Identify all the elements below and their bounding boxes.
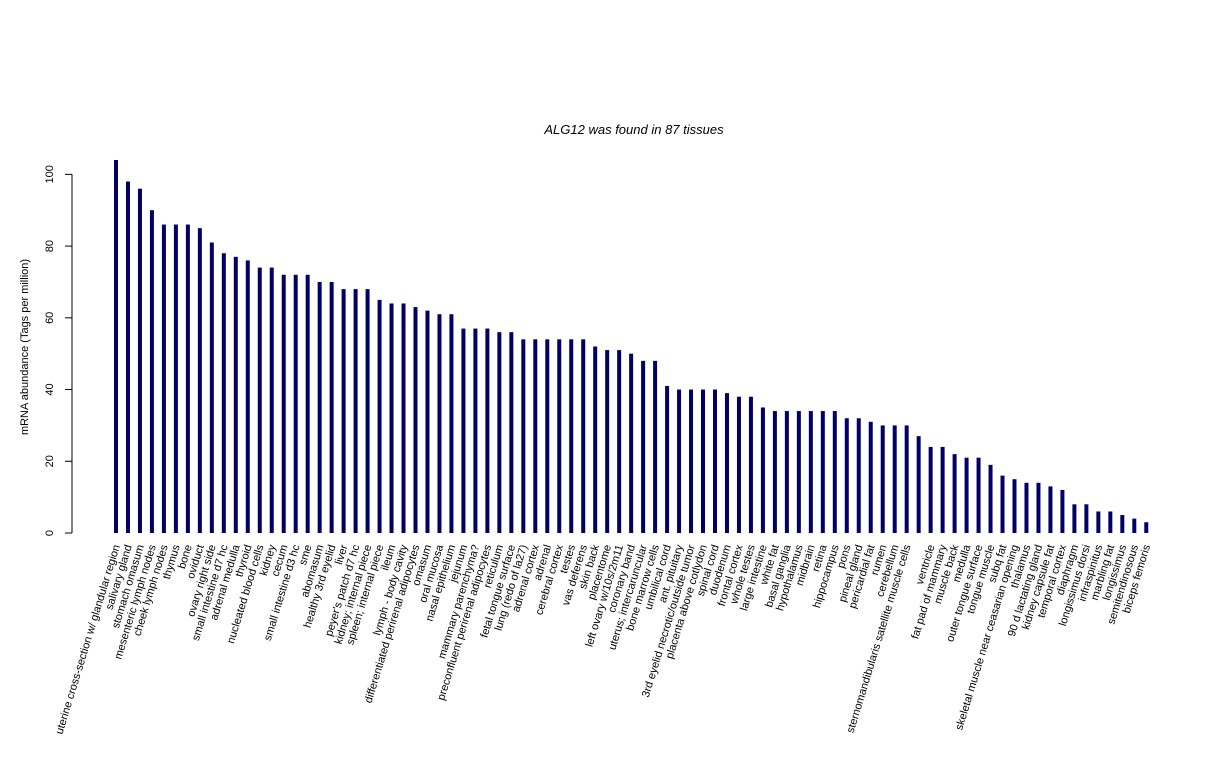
bar xyxy=(1144,522,1149,533)
bar xyxy=(928,446,933,533)
bar xyxy=(772,411,777,533)
bar xyxy=(353,289,358,533)
bar xyxy=(856,418,861,533)
bar xyxy=(365,289,370,533)
bar xyxy=(916,436,921,533)
bar xyxy=(173,224,178,534)
bar xyxy=(1072,504,1077,533)
bar xyxy=(545,339,550,533)
y-tick-label: 80 xyxy=(44,240,56,252)
bar xyxy=(1000,475,1005,533)
bar xyxy=(269,267,274,533)
bar xyxy=(784,411,789,533)
bar xyxy=(413,307,418,533)
bar xyxy=(605,350,610,533)
bar xyxy=(209,242,214,533)
bar xyxy=(137,188,142,533)
bar xyxy=(724,393,729,533)
bar xyxy=(952,454,957,533)
bar xyxy=(629,353,634,533)
bar xyxy=(293,274,298,533)
y-tick-label: 60 xyxy=(44,312,56,324)
bar xyxy=(1012,479,1017,533)
bar xyxy=(569,339,574,533)
bar xyxy=(904,425,909,533)
bar xyxy=(796,411,801,533)
bar xyxy=(281,274,286,533)
y-tick-label: 100 xyxy=(44,165,56,183)
bar xyxy=(221,253,226,533)
bar xyxy=(581,339,586,533)
bar xyxy=(377,299,382,533)
bar xyxy=(485,328,490,533)
bar xyxy=(976,457,981,533)
bar xyxy=(1108,511,1113,533)
bar xyxy=(114,160,118,533)
bar xyxy=(820,411,825,533)
bar xyxy=(521,339,526,533)
bar xyxy=(868,421,873,533)
bar xyxy=(1120,515,1125,533)
bar xyxy=(748,396,753,533)
x-tick-label: liver xyxy=(333,543,350,566)
bar xyxy=(1036,482,1041,533)
bar xyxy=(509,332,514,533)
bar xyxy=(1132,518,1137,533)
bar xyxy=(233,256,238,533)
bar xyxy=(1096,511,1101,533)
bar xyxy=(425,310,430,533)
bar xyxy=(617,350,622,533)
bar xyxy=(473,328,478,533)
bar xyxy=(844,418,849,533)
y-tick-label: 0 xyxy=(44,530,56,536)
bar xyxy=(1084,504,1089,533)
x-tick-label: uterine cross-section w/ glandular regio… xyxy=(54,543,123,735)
bar xyxy=(305,274,310,533)
bar xyxy=(641,360,646,533)
y-axis-label: mRNA abundance (Tags per million) xyxy=(19,259,31,435)
bar xyxy=(736,396,741,533)
bar xyxy=(341,289,346,533)
bar xyxy=(1060,489,1065,533)
bar xyxy=(197,228,202,533)
bar xyxy=(185,224,190,534)
bar xyxy=(449,314,454,533)
bar xyxy=(497,332,502,533)
bar xyxy=(964,457,969,533)
bar xyxy=(689,389,694,533)
bar xyxy=(557,339,562,533)
bar xyxy=(317,281,322,533)
bar xyxy=(1048,486,1053,533)
bar xyxy=(892,425,897,533)
bar xyxy=(677,389,682,533)
bar xyxy=(245,260,250,533)
bar xyxy=(329,281,334,533)
chart-title: ALG12 was found in 87 tissues xyxy=(543,122,724,137)
bar xyxy=(125,181,130,533)
bar xyxy=(701,389,706,533)
bar xyxy=(437,314,442,533)
y-tick-label: 40 xyxy=(44,383,56,395)
bar xyxy=(593,346,598,533)
bar xyxy=(653,360,658,533)
bar xyxy=(533,339,538,533)
x-tick-label: sme xyxy=(297,543,315,566)
bar xyxy=(161,224,166,534)
bar xyxy=(149,210,154,533)
bar xyxy=(808,411,813,533)
bar xyxy=(389,303,394,533)
bar xyxy=(401,303,406,533)
bar xyxy=(1024,482,1029,533)
bar xyxy=(461,328,466,533)
bar xyxy=(713,389,717,533)
bar xyxy=(940,446,945,533)
bar xyxy=(665,385,670,533)
bar xyxy=(880,425,885,533)
y-tick-label: 20 xyxy=(44,455,56,467)
bar xyxy=(832,411,837,533)
bar xyxy=(257,267,262,533)
bar xyxy=(760,407,765,533)
bar xyxy=(988,464,993,533)
